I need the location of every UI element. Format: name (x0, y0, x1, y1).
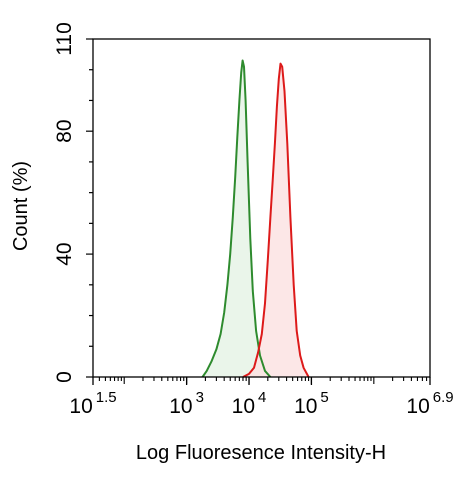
y-tick-label: 40 (53, 242, 76, 265)
series-2-line (242, 62, 310, 378)
x-tick-exponent: 5 (320, 389, 328, 406)
x-tick-base: 10 (69, 395, 92, 418)
y-tick-label: 80 (53, 120, 76, 143)
x-tick-exponent: 4 (258, 389, 266, 406)
x-tick-exponent: 6.9 (433, 389, 454, 406)
series-2-area (243, 63, 309, 377)
x-tick-label: 10 4 (232, 389, 267, 418)
plot-frame (92, 38, 431, 378)
x-tick-label: 10 5 (294, 389, 329, 418)
x-tick-label: 10 3 (169, 389, 204, 418)
x-tick-label: 10 6.9 (406, 389, 453, 418)
fill-layer (202, 60, 309, 377)
x-tick-base: 10 (232, 395, 255, 418)
x-tick-base: 10 (294, 395, 317, 418)
x-tick-exponent: 1.5 (96, 389, 117, 406)
series-1-area (202, 60, 271, 377)
x-tick-base: 10 (169, 395, 192, 418)
y-tick-label: 0 (53, 371, 76, 383)
x-tick-base: 10 (406, 395, 429, 418)
x-tick-label: 10 1.5 (69, 389, 116, 418)
y-axis-title: Count (%) (10, 161, 32, 251)
y-tick-label: 110 (53, 22, 76, 55)
x-tick-exponent: 3 (196, 389, 204, 406)
line-layer (201, 59, 310, 378)
x-axis-title: Log Fluoresence Intensity-H (136, 442, 386, 464)
series-1-line (201, 59, 272, 378)
